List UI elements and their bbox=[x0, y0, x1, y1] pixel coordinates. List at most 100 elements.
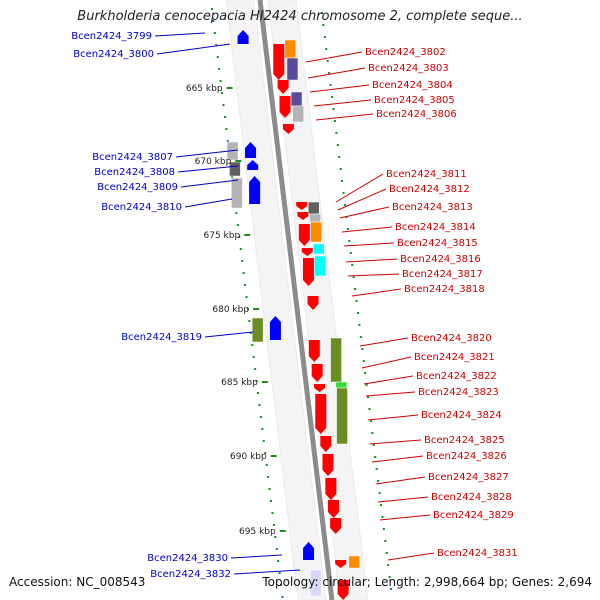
cog-3808 bbox=[229, 161, 241, 177]
leader-line-right bbox=[369, 439, 422, 445]
cog-3819 bbox=[251, 317, 264, 343]
tick-dot-right bbox=[333, 120, 336, 122]
cog-3811 bbox=[307, 201, 320, 215]
leader-line-left bbox=[204, 331, 254, 338]
leader-line-left bbox=[175, 149, 239, 158]
tick-dot-right bbox=[390, 588, 393, 590]
kbp-labels: 665 kbp 670 kbp 675 kbp 680 kbp 685 kbp 690 k… bbox=[186, 84, 286, 537]
gene-3833 bbox=[337, 580, 349, 600]
tick-dot-left bbox=[248, 320, 251, 322]
tick-dot-left bbox=[255, 380, 258, 382]
gene-label-right[interactable]: Bcen2424_3827 bbox=[428, 472, 509, 483]
tick-dot-right bbox=[323, 36, 326, 38]
gene-label-right[interactable]: Bcen2424_3815 bbox=[397, 238, 478, 249]
gene-label-left[interactable]: Bcen2424_3799 bbox=[71, 31, 152, 42]
gene-3829 bbox=[330, 518, 342, 534]
gene-label-left[interactable]: Bcen2424_3810 bbox=[101, 202, 182, 213]
gene-label-right[interactable]: Bcen2424_3825 bbox=[424, 435, 505, 446]
gene-label-right[interactable]: Bcen2424_3804 bbox=[372, 80, 453, 91]
gene-label-left[interactable]: Bcen2424_3809 bbox=[97, 182, 178, 193]
tick-dot-right bbox=[336, 144, 339, 146]
leader-line-right bbox=[345, 258, 398, 263]
cog-3805 bbox=[290, 91, 303, 107]
gene-label-right[interactable]: Bcen2424_3831 bbox=[437, 548, 518, 559]
gene-label-right[interactable]: Bcen2424_3814 bbox=[395, 222, 476, 233]
gene-label-right[interactable]: Bcen2424_3812 bbox=[389, 184, 470, 195]
gene-label-right[interactable]: Bcen2424_3822 bbox=[416, 371, 497, 382]
gene-3808 bbox=[247, 160, 259, 170]
gene-label-left[interactable]: Bcen2424_3807 bbox=[92, 152, 173, 163]
tick-dot-left bbox=[272, 524, 275, 526]
gene-label-right[interactable]: Bcen2424_3821 bbox=[414, 352, 495, 363]
tick-dot-right bbox=[320, 12, 323, 14]
gene-label-right[interactable]: Bcen2424_3824 bbox=[421, 410, 502, 421]
leader-line-right bbox=[305, 51, 363, 63]
gene-label-right[interactable]: Bcen2424_3828 bbox=[431, 492, 512, 503]
leader-line-right bbox=[339, 206, 390, 219]
gene-3826 bbox=[322, 454, 334, 476]
leader-line-right bbox=[375, 476, 426, 485]
leader-line-left bbox=[184, 198, 233, 208]
cog-3812 bbox=[309, 213, 321, 223]
leader-line-left bbox=[177, 165, 239, 173]
right-gene-labels[interactable]: Bcen2424_3802 Bcen2424_3803 Bcen2424_3804 B… bbox=[365, 47, 518, 559]
tick-dot-left bbox=[226, 140, 229, 142]
gene-label-right[interactable]: Bcen2424_3823 bbox=[418, 387, 499, 398]
tick-dot-left bbox=[238, 236, 241, 238]
gene-label-right[interactable]: Bcen2424_3813 bbox=[392, 202, 473, 213]
tick-dot-left bbox=[271, 512, 274, 514]
gene-3828 bbox=[328, 500, 339, 518]
gene-label-left[interactable]: Bcen2424_3832 bbox=[150, 569, 231, 580]
tick-dot-left bbox=[242, 272, 245, 274]
tick-dot-left bbox=[267, 476, 270, 478]
tick-dot-right bbox=[368, 408, 371, 410]
gene-label-right[interactable]: Bcen2424_3818 bbox=[404, 284, 485, 295]
gene-3807 bbox=[245, 142, 257, 158]
tick-dot-left bbox=[222, 104, 225, 106]
gene-features bbox=[226, 30, 360, 600]
gene-label-left[interactable]: Bcen2424_3808 bbox=[94, 167, 175, 178]
gene-label-right[interactable]: Bcen2424_3817 bbox=[402, 269, 483, 280]
tick-dot-right bbox=[356, 312, 359, 314]
gene-label-left[interactable]: Bcen2424_3830 bbox=[147, 553, 228, 564]
gene-label-left[interactable]: Bcen2424_3819 bbox=[121, 332, 202, 343]
tick-dot-right bbox=[367, 396, 370, 398]
tick-dot-right bbox=[359, 336, 362, 338]
tick-dot-right bbox=[378, 492, 381, 494]
tick-dot-left bbox=[236, 224, 239, 226]
tick-dot-left bbox=[244, 284, 247, 286]
tick-dot-right bbox=[344, 204, 346, 206]
tick-dot-left bbox=[221, 92, 224, 94]
gene-label-right[interactable]: Bcen2424_3826 bbox=[426, 451, 507, 462]
gene-3805 bbox=[279, 96, 291, 118]
gene-label-right[interactable]: Bcen2424_3820 bbox=[411, 333, 492, 344]
cog-3813 bbox=[310, 221, 322, 243]
kbp-label: 670 kbp bbox=[195, 157, 232, 167]
label-leaders bbox=[154, 32, 435, 575]
gene-label-right[interactable]: Bcen2424_3803 bbox=[368, 63, 449, 74]
gene-label-right[interactable]: Bcen2424_3829 bbox=[433, 510, 514, 521]
tick-dot-left bbox=[261, 428, 264, 430]
leader-line-right bbox=[363, 375, 414, 385]
gene-label-right[interactable]: Bcen2424_3806 bbox=[376, 109, 457, 120]
gene-label-right[interactable]: Bcen2424_3811 bbox=[386, 169, 467, 180]
leader-line-right bbox=[365, 391, 416, 397]
leader-line-right bbox=[341, 226, 393, 233]
tick-dot-left bbox=[268, 488, 271, 490]
gene-3825 bbox=[320, 436, 332, 452]
left-gene-labels[interactable]: Bcen2424_3799 Bcen2424_3800 Bcen2424_3807 B… bbox=[71, 31, 231, 580]
tick-dot-right bbox=[332, 108, 335, 110]
tick-dot-right bbox=[322, 24, 325, 26]
gene-label-right[interactable]: Bcen2424_3802 bbox=[365, 47, 446, 58]
topology-text: Topology: circular; Length: 2,998,664 bp… bbox=[262, 575, 592, 589]
tick-dot-right bbox=[381, 516, 384, 518]
gene-label-right[interactable]: Bcen2424_3805 bbox=[374, 95, 455, 106]
tick-dot-left bbox=[223, 116, 226, 118]
gene-label-right[interactable]: Bcen2424_3816 bbox=[400, 254, 481, 265]
tick-dot-right bbox=[372, 444, 375, 446]
tick-dot-right bbox=[354, 288, 357, 290]
gene-label-left[interactable]: Bcen2424_3800 bbox=[73, 49, 154, 60]
tick-dot-right bbox=[325, 48, 328, 50]
